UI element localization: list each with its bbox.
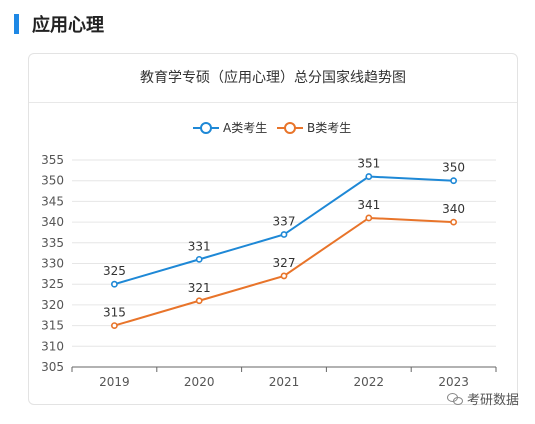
series-1: 325 331 337 351 350 xyxy=(103,157,465,288)
grid-layer xyxy=(72,159,496,347)
legend-item[interactable]: A类考生 xyxy=(193,121,267,135)
x-tick-label: 2022 xyxy=(354,375,385,389)
y-tick-label: 330 xyxy=(41,257,64,271)
legend-marker xyxy=(284,122,296,134)
data-label: 331 xyxy=(188,239,211,253)
data-label: 341 xyxy=(357,198,380,212)
data-point xyxy=(280,272,288,280)
data-label: 315 xyxy=(103,306,126,320)
legend[interactable]: A类考生 B类考生 xyxy=(193,121,351,135)
series-2: 315 321 327 341 340 xyxy=(103,198,465,329)
x-tick-label: 2020 xyxy=(184,375,215,389)
x-tick-label: 2023 xyxy=(438,375,469,389)
data-point xyxy=(365,214,373,222)
y-tick-label: 355 xyxy=(41,153,64,167)
data-point xyxy=(365,173,373,180)
data-label: 350 xyxy=(442,161,465,175)
data-point xyxy=(195,297,203,305)
y-tick-label: 315 xyxy=(41,319,64,333)
data-label: 321 xyxy=(188,281,211,295)
series-layer: 325 331 337 351 350 315 321 327 341 340 xyxy=(103,157,465,329)
watermark-text: 考研数据 xyxy=(466,393,519,408)
data-label: 327 xyxy=(273,256,296,270)
y-tick-label: 350 xyxy=(41,174,64,188)
data-label: 351 xyxy=(357,157,380,171)
legend-marker xyxy=(200,122,212,134)
legend-label: A类考生 xyxy=(223,121,267,135)
y-tick-label: 340 xyxy=(41,215,64,229)
section-accent-bar xyxy=(14,14,19,34)
data-point xyxy=(280,231,288,238)
y-tick-label: 305 xyxy=(41,360,64,374)
data-label: 325 xyxy=(103,264,126,278)
data-point xyxy=(195,255,203,263)
section-title: 应用心理 xyxy=(32,15,104,36)
data-label: 340 xyxy=(442,202,465,216)
y-tick-label: 335 xyxy=(41,236,64,250)
section-header: 应用心理 xyxy=(0,8,535,36)
axis-layer: 305 310 315 320 325 330 335 340 345 350 355 2019 202… xyxy=(41,153,497,389)
y-tick-label: 320 xyxy=(41,298,64,312)
x-tick-label: 2021 xyxy=(269,375,300,389)
legend-label: B类考生 xyxy=(307,121,351,135)
wechat-icon xyxy=(446,392,463,405)
data-point xyxy=(450,177,457,185)
y-tick-label: 345 xyxy=(41,194,64,208)
y-tick-label: 325 xyxy=(41,277,64,291)
x-tick-label: 2019 xyxy=(99,375,130,389)
legend-item[interactable]: B类考生 xyxy=(277,121,351,135)
data-point xyxy=(111,322,118,329)
data-label: 337 xyxy=(273,215,296,229)
data-point xyxy=(450,218,457,226)
chart-title: 教育学专硕（应用心理）总分国家线趋势图 xyxy=(29,54,517,103)
y-tick-label: 310 xyxy=(41,339,64,353)
watermark: 考研数据 xyxy=(446,389,519,408)
data-point xyxy=(111,280,118,288)
